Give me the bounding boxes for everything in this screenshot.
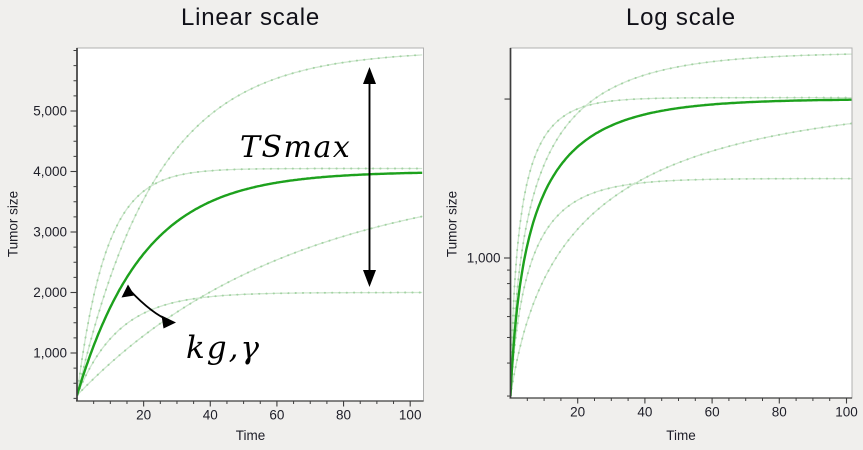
x-tick-label: 80	[772, 405, 787, 420]
curve-base-median	[77, 171, 423, 396]
x-tick-label: 60	[269, 408, 284, 423]
y-tick-label: 1,000	[33, 346, 67, 361]
curve-markers-TSmax-decreased	[511, 177, 852, 397]
y-tick-label: 5,000	[33, 104, 67, 119]
curve-TSmax-decreased	[77, 291, 423, 396]
linear-chart-title: Linear scale	[180, 4, 320, 31]
curve-markers-kg-increased	[511, 96, 852, 397]
x-tick-label: 100	[399, 408, 422, 423]
x-tick-label: 40	[203, 408, 218, 423]
annotation-arrows	[121, 67, 376, 329]
log-scale-chart: 20 40 60 80 100 1,000	[467, 47, 858, 420]
curve-markers-kg-decreased	[77, 215, 423, 397]
linear-chart-y-axis-label: Tumor size	[5, 190, 21, 258]
y-tick-label: 3,000	[33, 225, 67, 240]
x-tick-label: 20	[136, 408, 151, 423]
y-tick-label: 4,000	[33, 164, 67, 179]
curve-markers-kg-decreased	[511, 122, 852, 397]
curve-markers-kg-increased	[77, 167, 423, 397]
curve-base-median	[511, 98, 852, 397]
tsmax-range-arrow	[363, 67, 376, 287]
x-tick-label: 40	[637, 405, 652, 420]
kg-gamma-annotation-label: kg,γ	[186, 330, 262, 366]
linear-chart-x-axis-label: Time	[235, 428, 266, 443]
curve-markers-TSmax-increased	[511, 53, 852, 397]
x-tick-label: 60	[705, 405, 720, 420]
log-chart-y-axis-label: Tumor size	[444, 190, 460, 258]
curve-markers-TSmax-increased	[77, 53, 423, 397]
kg-gamma-curved-arrow	[121, 284, 176, 329]
x-tick-label: 100	[835, 405, 858, 420]
tsmax-annotation-label: TSmax	[240, 130, 352, 165]
linear-scale-chart: 20 40 60 80 100 1,000 2,000 3,000 4,000 5,000	[33, 47, 424, 423]
x-tick-label: 20	[570, 405, 585, 420]
log-chart-x-axis-label: Time	[666, 428, 696, 443]
x-tick-label: 80	[336, 408, 351, 423]
y-tick-label: 1,000	[467, 251, 501, 266]
y-tick-label: 2,000	[33, 285, 67, 300]
log-chart-title: Log scale	[626, 4, 736, 31]
